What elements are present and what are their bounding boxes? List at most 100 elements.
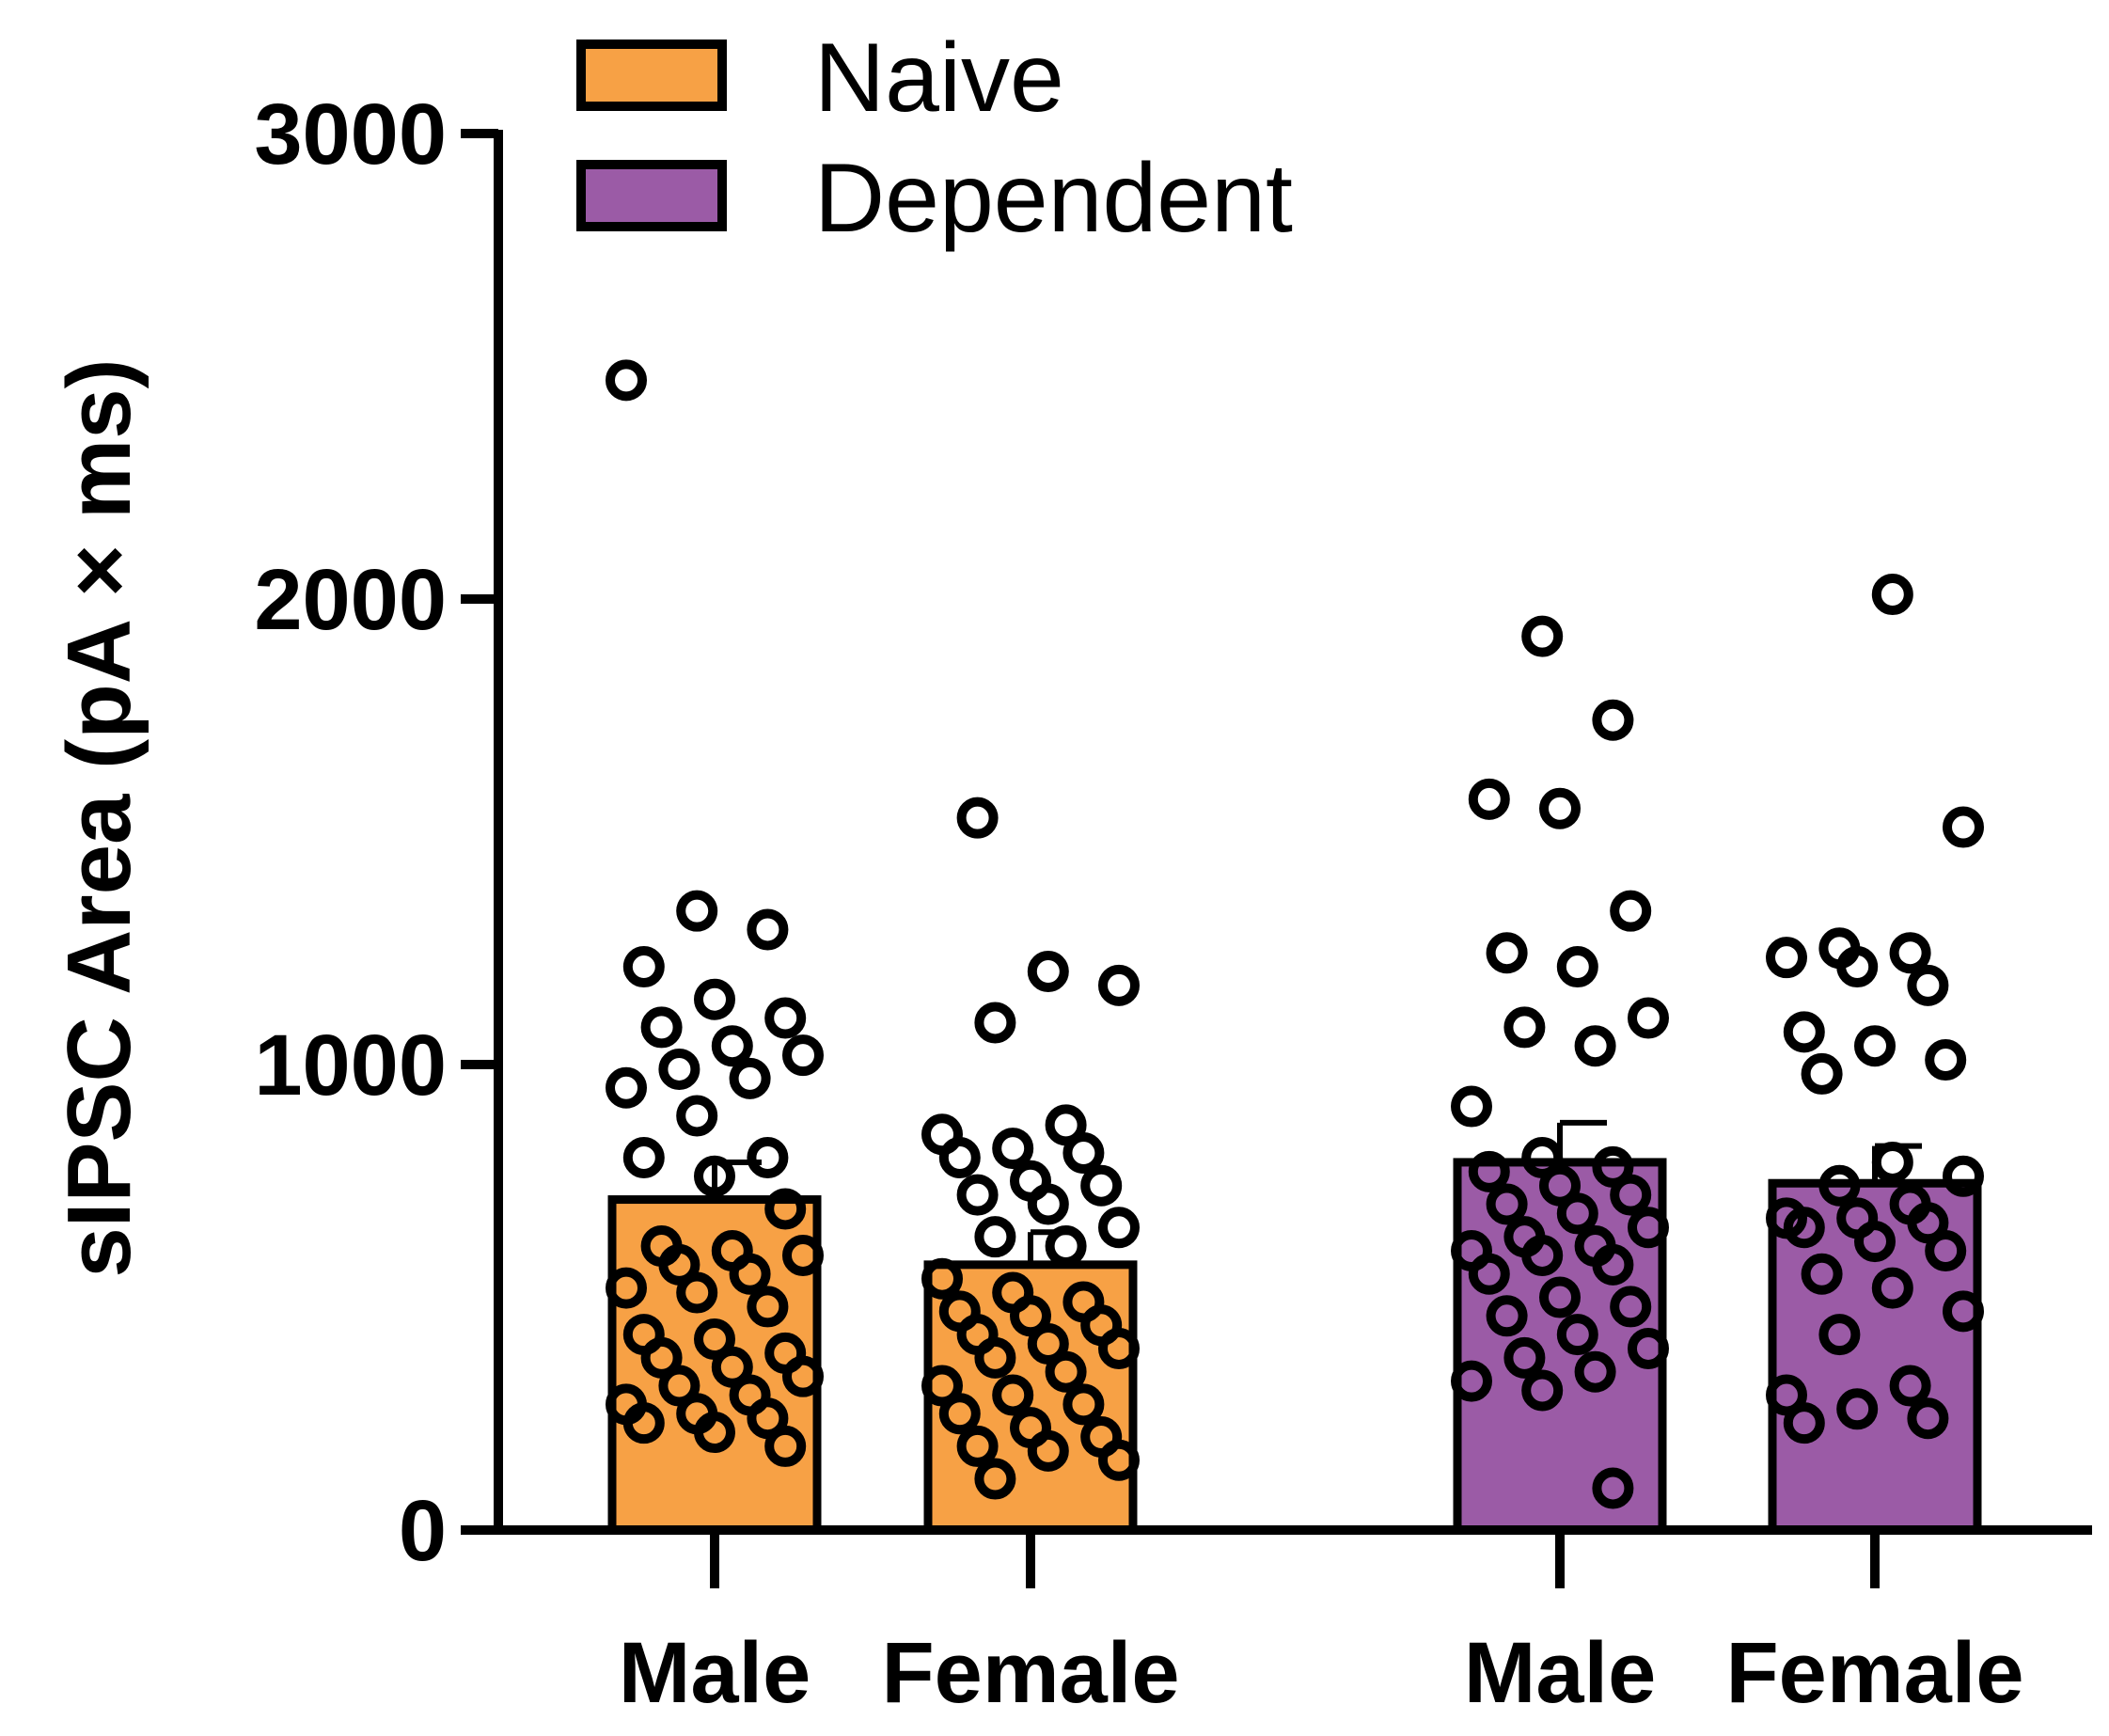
legend-label-naive: Naive [814, 24, 1064, 133]
y-tick-label: 2000 [254, 552, 447, 648]
data-point [1045, 1350, 1087, 1393]
data-point [1871, 1267, 1913, 1309]
data-point [1574, 1350, 1616, 1393]
data-point [606, 1267, 647, 1309]
data-point [956, 1425, 999, 1467]
data-point [1592, 699, 1634, 741]
data-point [1801, 1253, 1843, 1295]
data-point [921, 1257, 963, 1300]
data-point [1766, 937, 1807, 979]
data-point [1521, 1137, 1564, 1178]
data-point [1783, 1207, 1825, 1249]
data-point [992, 1374, 1034, 1416]
x-tick-label: Female [881, 1625, 1179, 1721]
x-tick-label: Female [1725, 1625, 2023, 1721]
data-point [1801, 1052, 1843, 1095]
data-point [1027, 951, 1069, 992]
data-point [1045, 1225, 1087, 1268]
data-point [1045, 1104, 1087, 1146]
data-point [711, 1025, 753, 1067]
data-point [1943, 1155, 1984, 1197]
data-point [1098, 964, 1140, 1006]
legend-label-dependent: Dependent [814, 144, 1293, 253]
data-point [1871, 1141, 1913, 1183]
data-point [1783, 1402, 1825, 1444]
data-point [1098, 1207, 1140, 1249]
data-point [1062, 1132, 1105, 1175]
data-point [1610, 890, 1652, 932]
data-point [694, 978, 735, 1020]
data-point [974, 1336, 1016, 1379]
x-tick-label: Male [619, 1625, 811, 1721]
data-point [1521, 615, 1564, 657]
data-point [1486, 1295, 1528, 1337]
data-point [1468, 1150, 1510, 1192]
data-point [1027, 1183, 1069, 1225]
data-point [1628, 1327, 1669, 1369]
data-point [1592, 1243, 1634, 1286]
data-point [640, 1006, 683, 1049]
data-point [1907, 964, 1949, 1006]
data-point [992, 1128, 1034, 1170]
data-point [1556, 946, 1598, 988]
y-axis-label: sIPSC Area (pA × ms) [49, 358, 150, 1277]
x-axis: Male Female Male Female [494, 1525, 2092, 1721]
data-point [1889, 1365, 1931, 1407]
data-point [622, 946, 665, 988]
data-point [606, 359, 647, 402]
data-point [1836, 1388, 1879, 1430]
data-point [1925, 1039, 1967, 1081]
data-point [1783, 1011, 1825, 1053]
data-point [1854, 1221, 1896, 1263]
data-point [1628, 997, 1669, 1039]
data-point [1556, 1192, 1598, 1235]
data-point [676, 1095, 718, 1137]
data-point [1574, 1025, 1616, 1067]
y-tick-label: 0 [399, 1483, 447, 1579]
data-point [1766, 1374, 1807, 1416]
data-point [1468, 778, 1510, 820]
data-point [622, 1137, 665, 1178]
data-point [1889, 932, 1931, 974]
data-point [764, 1425, 807, 1467]
data-point [1027, 1429, 1069, 1472]
data-point [747, 1137, 789, 1178]
data-point [1080, 1164, 1123, 1207]
data-point [1010, 1295, 1051, 1337]
data-point [1451, 1360, 1492, 1402]
data-point [1943, 1290, 1984, 1333]
data-point [1556, 1314, 1598, 1356]
data-point [782, 1234, 824, 1276]
data-point [974, 1002, 1016, 1044]
data-point [1854, 1025, 1896, 1067]
data-point [1610, 1286, 1652, 1328]
data-point [1592, 1145, 1634, 1188]
data-point [1062, 1383, 1105, 1426]
data-point [782, 1355, 824, 1397]
data-point [640, 1336, 683, 1379]
legend-swatch-dependent [576, 160, 727, 231]
data-point [1521, 1369, 1564, 1412]
data-point [956, 1174, 999, 1216]
y-tick-label: 3000 [254, 87, 447, 182]
data-point [1486, 932, 1528, 974]
data-point [1027, 1323, 1069, 1365]
data-point [658, 1243, 700, 1286]
data-point [676, 890, 718, 932]
legend: Naive Dependent [576, 24, 1293, 253]
data-point [606, 1066, 647, 1109]
data-point [711, 1346, 753, 1388]
data-point [764, 997, 807, 1039]
data-point [1451, 1085, 1492, 1128]
data-point [1098, 1327, 1140, 1369]
data-point [747, 908, 789, 951]
data-point [764, 1188, 807, 1230]
data-point [1539, 787, 1581, 829]
data-point [729, 1253, 771, 1295]
data-point [1468, 1253, 1510, 1295]
data-point [938, 1393, 981, 1435]
data-point [1539, 1276, 1581, 1318]
data-point [1907, 1202, 1949, 1244]
data-point [938, 1137, 981, 1178]
